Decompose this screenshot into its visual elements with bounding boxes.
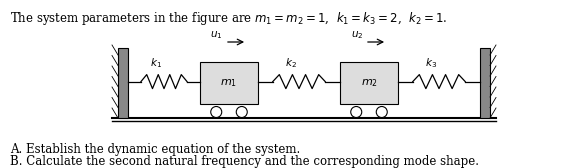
Text: B. Calculate the second natural frequency and the corresponding mode shape.: B. Calculate the second natural frequenc… bbox=[10, 155, 479, 168]
Bar bbox=[200, 62, 258, 104]
Bar bbox=[340, 62, 398, 104]
Text: A. Establish the dynamic equation of the system.: A. Establish the dynamic equation of the… bbox=[10, 143, 300, 156]
Text: The system parameters in the figure are $m_1 = m_2 = 1$,  $k_1 = k_3 = 2$,  $k_2: The system parameters in the figure are … bbox=[10, 10, 448, 27]
Text: $u_2$: $u_2$ bbox=[351, 29, 363, 41]
Bar bbox=[480, 48, 490, 118]
Text: $k_2$: $k_2$ bbox=[285, 56, 297, 70]
Circle shape bbox=[236, 107, 247, 117]
Text: $u_1$: $u_1$ bbox=[210, 29, 223, 41]
Bar bbox=[118, 48, 128, 118]
Text: $k_3$: $k_3$ bbox=[425, 56, 437, 70]
Circle shape bbox=[211, 107, 222, 117]
Text: $m_2$: $m_2$ bbox=[361, 77, 377, 89]
Text: $m_1$: $m_1$ bbox=[221, 77, 237, 89]
Circle shape bbox=[351, 107, 362, 117]
Text: $k_1$: $k_1$ bbox=[150, 56, 162, 70]
Circle shape bbox=[376, 107, 387, 117]
